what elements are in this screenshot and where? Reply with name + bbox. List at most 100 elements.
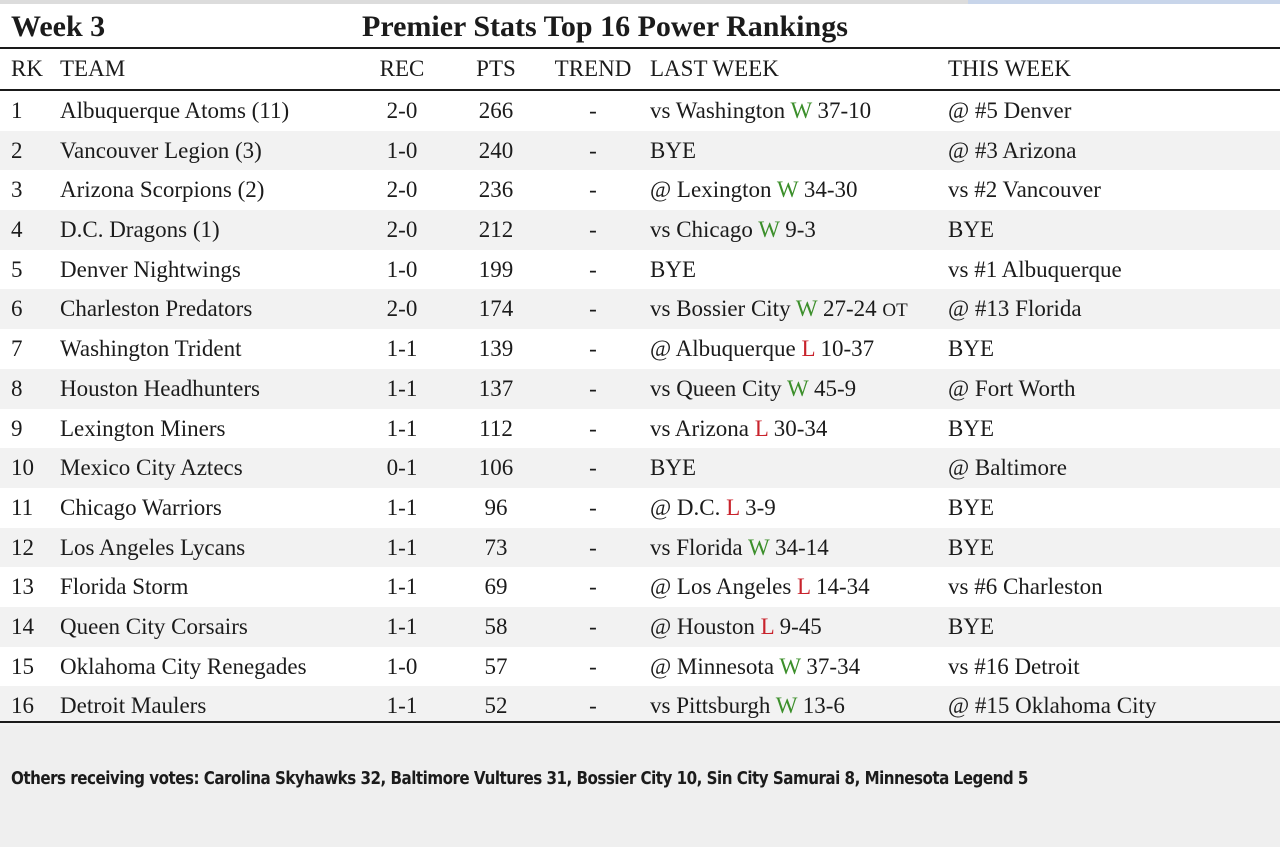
last-week-cell: @ Minnesota W 37-34 [650,647,860,687]
record-cell: 1-1 [386,574,418,600]
score: 34-14 [775,534,829,560]
score: 3-9 [745,494,776,520]
table-row: 8 Houston Headhunters 1-1 137 - vs Queen City… [0,368,1280,409]
points-cell: 96 [484,494,508,520]
table-row: 11 Chicago Warriors 1-1 96 - @ D.C. L 3-9 BYE [0,488,1280,528]
trend-cell: - [589,217,597,243]
result-badge: W [795,296,818,322]
table-row: 7 Washington Trident 1-1 139 - @ Albuquerque … [0,329,1280,369]
rank-cell: 13 [11,574,34,600]
record-cell: 1-1 [386,534,418,560]
table-row: 12 Los Angeles Lycans 1-1 73 - vs Florida W 3… [0,527,1280,568]
result-badge: L [726,494,740,520]
points-cell: 73 [484,534,508,560]
last-week-opponent: @ Minnesota [650,653,775,679]
trend-cell: - [589,534,597,560]
table-row: 3 Arizona Scorpions (2) 2-0 236 - @ Lexington… [0,170,1280,210]
trend-cell: - [589,256,597,282]
table-row: 15 Oklahoma City Renegades 1-0 57 - @ Minneso… [0,647,1280,687]
trend-cell: - [589,177,597,203]
last-week-opponent: BYE [650,256,696,282]
team-cell: Albuquerque Atoms (11) [60,98,290,123]
trend-cell: - [589,375,597,401]
last-week-cell: @ D.C. L 3-9 [650,488,776,528]
this-week-cell: BYE [948,613,994,639]
table-row: 1 Albuquerque Atoms (11) 2-0 266 - vs Washing… [0,91,1280,131]
record-cell: 1-0 [386,653,418,679]
team-cell: D.C. Dragons (1) [60,217,220,243]
last-week-cell: vs Queen City W 45-9 [650,369,856,409]
trend-cell: - [589,574,597,600]
col-header-last-week: LAST WEEK [650,56,779,81]
score: 37-10 [817,98,872,123]
this-week-cell: @ #15 Oklahoma City [948,693,1157,719]
last-week-cell: vs Washington W 37-10 [650,91,871,131]
last-week-cell: vs Arizona L 30-34 [650,409,827,449]
trend-cell: - [589,653,597,679]
col-header-trend: TREND [554,56,632,81]
last-week-opponent: @ Albuquerque [650,336,796,362]
last-week-opponent: @ Los Angeles [650,574,792,600]
last-week-cell: @ Los Angeles L 14-34 [650,567,870,607]
points-cell: 240 [478,137,514,163]
rankings-sheet [0,0,1280,722]
trend-cell: - [589,613,597,639]
team-cell: Lexington Miners [60,415,226,441]
this-week-cell: @ #5 Denver [948,98,1072,123]
record-cell: 2-0 [386,217,418,243]
points-cell: 58 [484,613,508,639]
this-week-cell: BYE [948,217,994,243]
table-row: 13 Florida Storm 1-1 69 - @ Los Angeles L 14-… [0,567,1280,607]
col-header-rk: RK [11,56,43,81]
this-week-cell: @ #3 Arizona [948,137,1077,163]
points-cell: 52 [484,693,508,719]
last-week-cell: vs Pittsburgh W 13-6 [650,686,845,726]
last-week-opponent: vs Pittsburgh [650,693,771,719]
score: 34-30 [803,177,858,203]
last-week-cell: @ Albuquerque L 10-37 [650,329,874,369]
last-week-opponent: vs Queen City [650,375,782,401]
title-row: Week 3 Premier Stats Top 16 Power Rankin… [0,4,1280,48]
trend-cell: - [589,494,597,520]
this-week-cell: @ Baltimore [948,455,1067,481]
others-receiving-votes: Others receiving votes: Carolina Skyhawk… [11,768,1028,789]
table-row: 4 D.C. Dragons (1) 2-0 212 - vs Chicago W 9-3… [0,210,1280,250]
overtime-label: OT [882,300,908,322]
trend-cell: - [589,296,597,322]
table-row: 6 Charleston Predators 2-0 174 - vs Bossier C… [0,289,1280,331]
trend-cell: - [589,455,597,481]
score: 10-37 [820,336,875,362]
points-cell: 266 [478,98,514,123]
team-cell: Chicago Warriors [60,494,222,520]
score: 30-34 [773,415,828,441]
record-cell: 1-1 [386,693,418,719]
table-row: 9 Lexington Miners 1-1 112 - vs Arizona L 30-… [0,409,1280,449]
points-cell: 212 [478,217,514,243]
last-week-cell: vs Florida W 34-14 [650,528,829,568]
this-week-cell: BYE [948,534,994,560]
table-row: 5 Denver Nightwings 1-0 199 - BYE vs #1 Albuqu… [0,250,1280,290]
table-row: 2 Vancouver Legion (3) 1-0 240 - BYE @ #3 Ariz… [0,130,1280,171]
trend-cell: - [589,137,597,163]
result-badge: W [775,693,797,719]
result-badge: L [760,613,774,639]
last-week-opponent: @ D.C. [650,494,721,520]
last-week-opponent: @ Lexington [650,177,772,203]
result-badge: W [790,98,812,123]
points-cell: 236 [478,177,514,203]
rank-cell: 2 [11,137,23,163]
result-badge: W [786,375,809,401]
last-week-opponent: vs Chicago [650,217,753,243]
this-week-cell: vs #16 Detroit [948,653,1080,679]
rank-cell: 15 [11,653,34,679]
points-cell: 199 [478,256,514,282]
score: 37-34 [806,653,861,679]
team-cell: Oklahoma City Renegades [60,653,307,679]
last-week-cell: vs Bossier City W 27-24 OT [650,289,908,331]
rank-cell: 1 [11,98,23,123]
team-cell: Arizona Scorpions (2) [60,177,265,203]
col-header-this-week: THIS WEEK [948,56,1071,81]
rank-cell: 4 [11,217,23,243]
table-row: 16 Detroit Maulers 1-1 52 - vs Pittsburgh W 1… [0,686,1280,726]
team-cell: Queen City Corsairs [60,613,248,639]
